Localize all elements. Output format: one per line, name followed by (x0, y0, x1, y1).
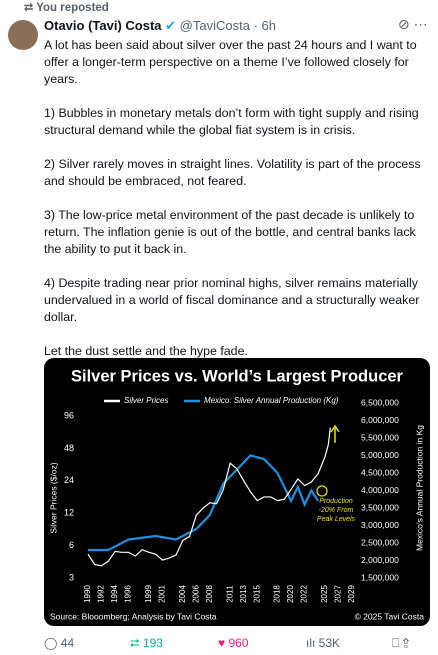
x-tick-label: 2006 (191, 585, 200, 603)
x-tick-label: 2027 (334, 585, 343, 603)
y-tick-label: 48 (64, 443, 74, 453)
x-tick-label: 2020 (286, 585, 295, 603)
legend-label: Silver Prices (124, 396, 168, 405)
x-tick-label: 2018 (273, 585, 282, 603)
annotation-marker (316, 485, 328, 497)
x-tick-label: 2004 (178, 585, 187, 603)
x-tick-label: 2001 (158, 585, 167, 603)
y2-tick-label: 3,500,000 (361, 502, 399, 512)
y-axis-label: Silver Prices ($/oz) (48, 462, 58, 533)
like-count: 960 (228, 636, 249, 650)
paragraph: 3) The low-price metal environment of th… (44, 208, 416, 256)
x-tick-label: 1992 (97, 585, 106, 603)
verified-badge: ✔ (165, 18, 177, 33)
repost-button[interactable]: ⮂ 193 (130, 636, 163, 650)
x-tick-label: 1996 (124, 585, 133, 603)
x-tick-label: 2011 (225, 585, 234, 603)
x-tick-label: 2015 (252, 585, 261, 603)
y-tick-label: 6 (69, 540, 74, 550)
y-tick-label: 12 (64, 508, 74, 518)
author-handle[interactable]: @TaviCosta (179, 18, 250, 33)
y2-tick-label: 1,500,000 (361, 572, 399, 582)
x-tick-label: 1999 (144, 585, 153, 603)
author-name[interactable]: Otavio (Tavi) Costa (44, 18, 162, 33)
legend-label: Mexico: Silver Annual Production (Kg) (204, 396, 339, 405)
chart-background (44, 358, 430, 626)
y2-tick-label: 2,000,000 (361, 555, 399, 565)
paragraph: 2) Silver rarely moves in straight lines… (44, 157, 421, 188)
menu-icons[interactable]: ⊘ ⋯ (398, 16, 428, 32)
y2-tick-label: 6,000,000 (361, 415, 399, 425)
x-tick-label: 1994 (110, 585, 119, 603)
post-time: · 6h (253, 18, 276, 33)
x-tick-label: 2013 (239, 585, 248, 603)
author-line: Otavio (Tavi) Costa ✔ @TaviCosta · 6h (44, 18, 276, 34)
chart-title: Silver Prices vs. World’s Largest Produc… (71, 367, 404, 385)
y2-tick-label: 2,500,000 (361, 537, 399, 547)
x-tick-label: 2008 (205, 585, 214, 603)
paragraph: Let the dust settle and the hype fade. (44, 344, 248, 358)
annotation: Production -20% From Peak Levels (317, 498, 356, 523)
x-tick-label: 1990 (83, 585, 92, 603)
bookmark-share[interactable]: ⎕ ⇪ (392, 636, 410, 650)
arrow (330, 424, 340, 443)
repost-label: ⮂ You reposted (24, 2, 109, 14)
avatar[interactable] (8, 20, 38, 50)
y-tick-label: 96 (64, 410, 74, 420)
view-count: 53K (318, 636, 341, 650)
y2-tick-label: 3,000,000 (361, 520, 399, 530)
source: Source: Blooomberg; Analysis by Tavi Cos… (50, 611, 217, 621)
x-tick-label: 2029 (347, 585, 356, 603)
reply-count: 44 (60, 636, 75, 650)
chart: Silver Prices vs. World’s Largest Produc… (44, 358, 430, 626)
x-tick-label: 2022 (300, 585, 309, 603)
y2-tick-label: 6,500,000 (361, 397, 399, 407)
y2-tick-label: 4,500,000 (361, 467, 399, 477)
series-line (87, 427, 331, 567)
y2-axis-label: Mexico’s Annual Production in Kg (414, 425, 424, 551)
repost-text: You reposted (36, 2, 109, 14)
paragraph: 4) Despite trading near prior nominal hi… (44, 276, 420, 324)
like-button[interactable]: ♥ 960 (218, 636, 249, 650)
y2-tick-label: 5,500,000 (361, 432, 399, 442)
credit: © 2025 Tavi Costa (355, 611, 425, 621)
y2-tick-label: 5,000,000 (361, 450, 399, 460)
y-tick-label: 3 (69, 572, 74, 582)
views-button[interactable]: ılı 53K (306, 636, 341, 650)
reply-button[interactable]: ◯ 44 (44, 636, 75, 650)
x-tick-label: 2025 (320, 585, 329, 603)
paragraph: 1) Bubbles in monetary metals don’t form… (44, 106, 419, 137)
y-tick-label: 24 (64, 475, 74, 485)
paragraph: A lot has been said about silver over th… (44, 38, 417, 86)
y2-tick-label: 4,000,000 (361, 485, 399, 495)
repost-count: 193 (142, 636, 163, 650)
